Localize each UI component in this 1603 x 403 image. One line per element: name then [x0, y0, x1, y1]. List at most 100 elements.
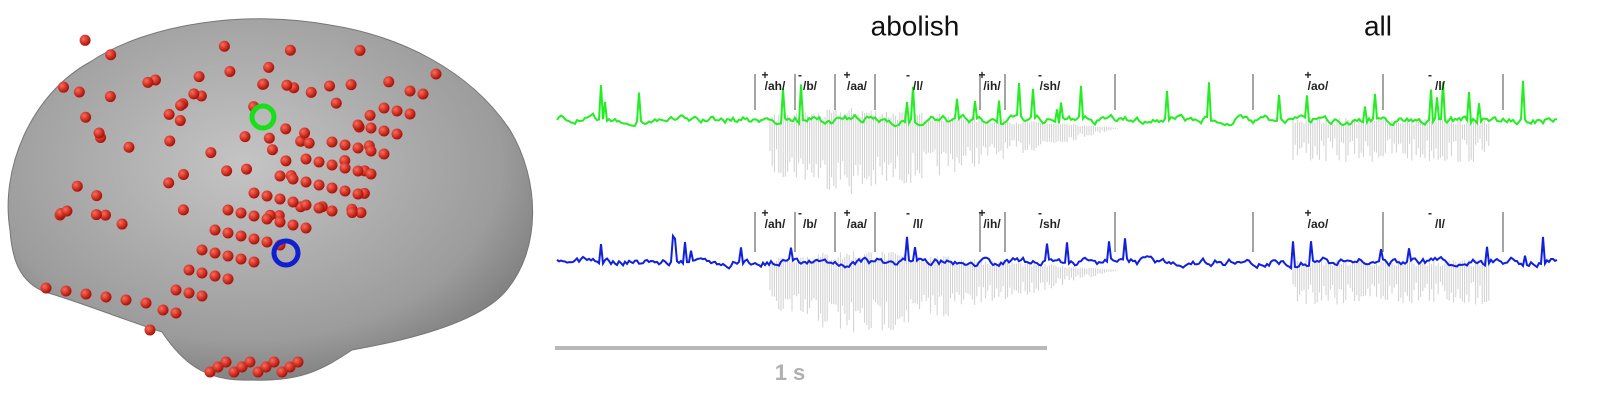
- electrode: [260, 361, 272, 373]
- electrode: [209, 247, 221, 259]
- electrode: [248, 187, 260, 199]
- electrode: [222, 273, 234, 285]
- electrode: [292, 356, 304, 368]
- electrode: [324, 80, 336, 92]
- phoneme-label: /l/: [913, 217, 924, 231]
- electrode: [287, 219, 299, 231]
- electrode: [60, 285, 72, 297]
- electrode: [263, 61, 275, 73]
- traces: +/ah/-/b/+/aa/-/l/+/ih/-/sh/+/ao/-/l/+/a…: [556, 68, 1558, 333]
- electrode: [100, 291, 112, 303]
- electrode: [326, 182, 338, 194]
- electrodes: [40, 34, 442, 378]
- electrode: [417, 88, 429, 100]
- electrode: [177, 169, 189, 181]
- electrode: [193, 71, 205, 83]
- electrode: [120, 294, 132, 306]
- electrode: [218, 40, 230, 52]
- electrode: [183, 264, 195, 276]
- electrode: [209, 270, 221, 282]
- electrode: [274, 216, 286, 228]
- electrode: [235, 230, 247, 242]
- electrode: [364, 109, 376, 121]
- electrode: [280, 123, 292, 135]
- electrode: [266, 144, 278, 156]
- phoneme-label: /b/: [803, 79, 818, 93]
- electrode: [196, 244, 208, 256]
- electrode: [177, 204, 189, 216]
- phoneme-sign: -: [798, 206, 802, 220]
- electrode: [284, 361, 296, 373]
- electrode: [188, 88, 200, 100]
- electrode: [241, 163, 253, 175]
- electrode: [339, 162, 351, 174]
- electrode: [142, 76, 154, 88]
- electrode: [326, 205, 338, 217]
- electrode: [140, 297, 152, 309]
- electrode: [261, 190, 273, 202]
- electrode: [339, 139, 351, 151]
- electrode: [339, 185, 351, 197]
- electrode: [40, 282, 52, 294]
- electrode: [163, 108, 175, 120]
- phoneme-sign: -: [906, 68, 910, 82]
- phoneme-sign: +: [978, 68, 985, 82]
- electrode: [346, 206, 358, 218]
- phoneme-label: /sh/: [1040, 79, 1061, 93]
- electrode: [144, 324, 156, 336]
- phoneme-label: /sh/: [1040, 217, 1061, 231]
- electrode: [235, 253, 247, 265]
- electrode: [352, 165, 364, 177]
- word-label: abolish: [871, 10, 960, 41]
- phoneme-sign: +: [1304, 206, 1311, 220]
- phoneme-label: /ih/: [983, 79, 1001, 93]
- electrode: [183, 287, 195, 299]
- electrode: [280, 155, 292, 167]
- electrode: [404, 85, 416, 97]
- electrode: [248, 256, 260, 268]
- electrode: [352, 142, 364, 154]
- electrode: [116, 218, 128, 230]
- electrode: [365, 122, 377, 134]
- phoneme-label: /ao/: [1308, 79, 1329, 93]
- electrode: [221, 165, 233, 177]
- electrode: [196, 290, 208, 302]
- phoneme-sign: +: [761, 206, 768, 220]
- phoneme-sign: -: [1038, 68, 1042, 82]
- electrode: [300, 199, 312, 211]
- electrode: [79, 34, 91, 46]
- electrode: [287, 196, 299, 208]
- electrode: [163, 177, 175, 189]
- phoneme-sign: -: [1428, 68, 1432, 82]
- electrode: [261, 236, 273, 248]
- electrode: [104, 91, 116, 103]
- electrode: [313, 202, 325, 214]
- electrode: [93, 127, 105, 139]
- phoneme-label: /ah/: [765, 79, 786, 93]
- electrode: [205, 147, 217, 159]
- trial-traces: [769, 108, 1490, 194]
- phoneme-label: /aa/: [847, 217, 868, 231]
- phoneme-label: /aa/: [847, 79, 868, 93]
- electrode: [430, 68, 442, 80]
- electrode: [235, 207, 247, 219]
- electrode: [287, 173, 299, 185]
- trial-traces: [769, 251, 1490, 333]
- electrode: [224, 65, 236, 77]
- electrode: [71, 180, 83, 192]
- electrode: [299, 127, 311, 139]
- electrode: [174, 115, 186, 127]
- electrode: [57, 81, 69, 93]
- electrode: [365, 145, 377, 157]
- scale-label: 1 s: [775, 360, 806, 385]
- electrode: [196, 267, 208, 279]
- electrode: [354, 44, 366, 56]
- electrode: [281, 79, 293, 91]
- electrode: [91, 190, 103, 202]
- electrode: [80, 111, 92, 123]
- electrode: [313, 156, 325, 168]
- electrode: [123, 141, 135, 153]
- electrode: [248, 233, 260, 245]
- electrode: [236, 361, 248, 373]
